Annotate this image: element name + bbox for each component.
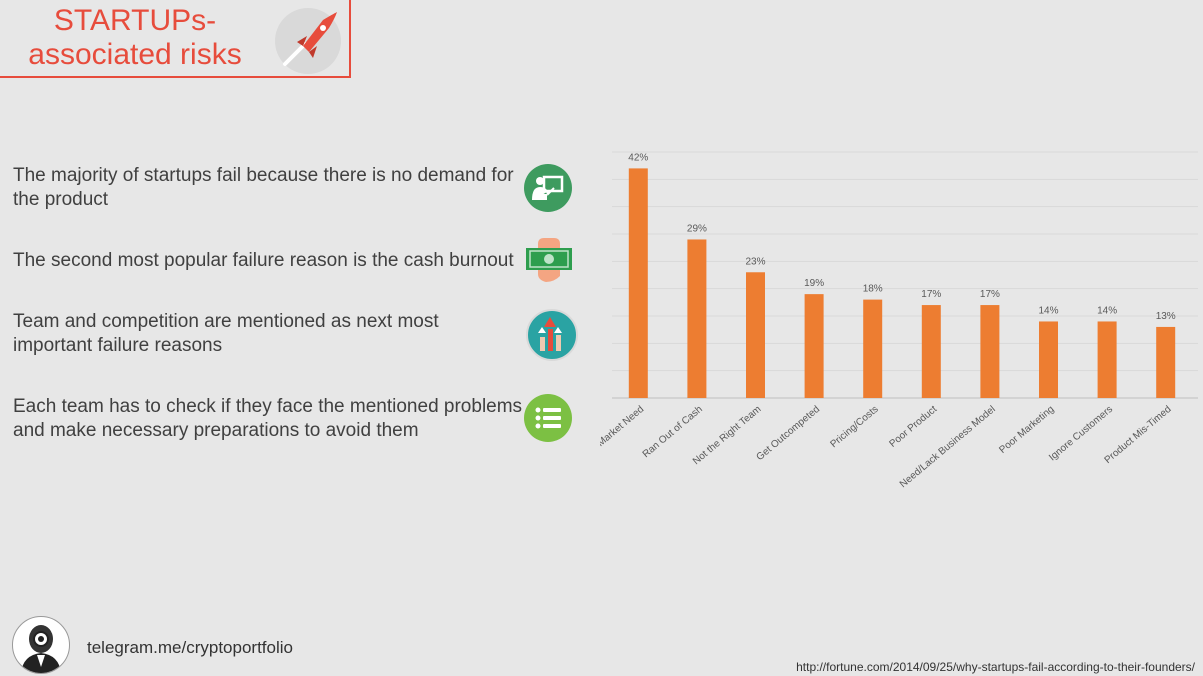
data-label-9: 13% (1156, 311, 1176, 322)
bar-4 (863, 299, 883, 398)
title-box: STARTUPs- associated risks (0, 0, 351, 78)
data-label-0: 42% (628, 152, 648, 163)
rocket-icon (275, 8, 341, 74)
x-tick-label-1: Ran Out of Cash (641, 404, 705, 460)
data-label-6: 17% (980, 289, 1000, 300)
data-label-8: 14% (1097, 305, 1117, 316)
x-tick-label-3: Get Outcompeted (754, 404, 822, 463)
bar-3 (804, 294, 824, 398)
bar-8 (1097, 321, 1117, 398)
bar-7 (1039, 321, 1058, 398)
bullet-2-text: The second most popular failure reason i… (13, 250, 514, 271)
x-tick-label-7: Poor Marketing (997, 404, 1056, 456)
title-line-1: STARTUPs- (53, 4, 217, 37)
list-icon (524, 394, 572, 442)
bar-6 (980, 305, 1000, 398)
growth-arrows-icon (526, 309, 578, 361)
x-tick-label-0: No Market Need (600, 404, 646, 459)
data-label-4: 18% (863, 284, 883, 295)
title-line-2: associated risks (28, 38, 242, 71)
telegram-link[interactable]: telegram.me/cryptoportfolio (87, 638, 293, 657)
bar-9 (1156, 326, 1176, 398)
data-label-7: 14% (1038, 305, 1058, 316)
x-tick-label-4: Pricing/Costs (828, 404, 880, 450)
bar-2 (746, 272, 765, 398)
data-label-3: 19% (804, 278, 824, 289)
bullet-4-text: Each team has to check if they face the … (13, 396, 523, 441)
page-title: STARTUPs- associated risks (20, 4, 250, 72)
bar-0 (628, 168, 648, 398)
x-tick-label-6: Need/Lack Business Model (898, 404, 998, 490)
avatar (12, 616, 70, 674)
bullet-3-text: Team and competition are mentioned as ne… (13, 311, 439, 356)
bar-1 (687, 239, 707, 398)
data-label-1: 29% (687, 223, 707, 234)
bar-5 (921, 305, 941, 398)
x-tick-label-5: Poor Product (887, 404, 939, 450)
bullet-1-text: The majority of startups fail because th… (13, 165, 514, 210)
presentation-icon (524, 164, 572, 212)
data-label-2: 23% (745, 256, 765, 267)
cash-hand-icon (524, 236, 574, 284)
data-label-5: 17% (921, 289, 941, 300)
source-link[interactable]: http://fortune.com/2014/09/25/why-startu… (796, 660, 1195, 674)
